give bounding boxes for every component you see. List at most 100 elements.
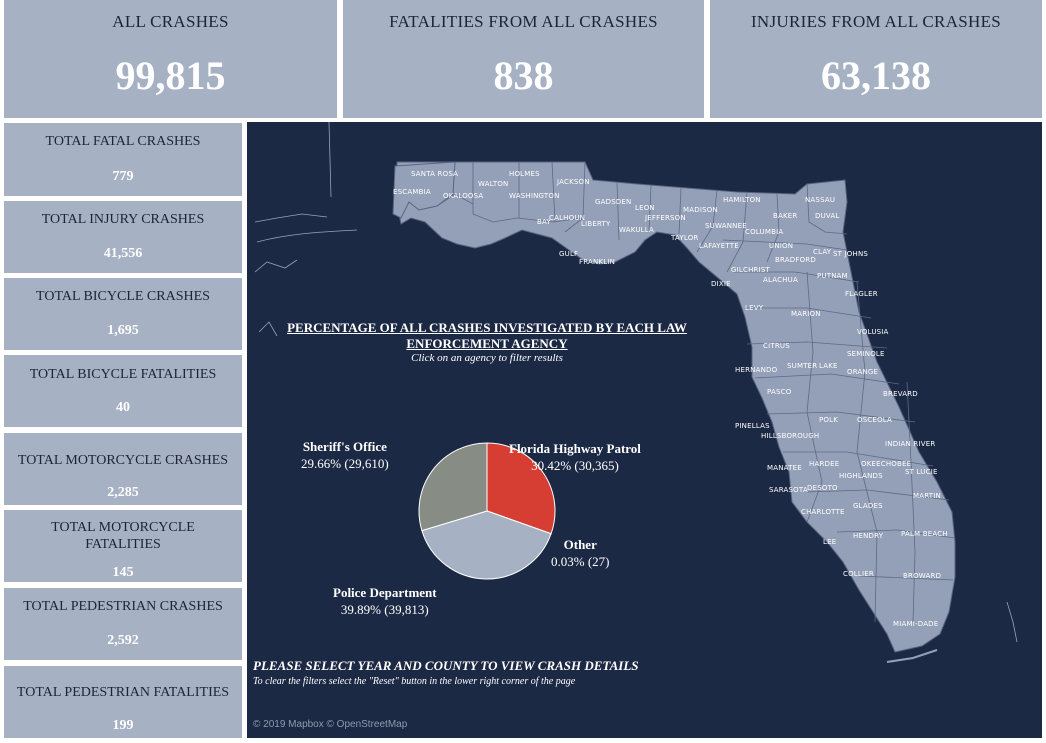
map-attribution[interactable]: © 2019 Mapbox © OpenStreetMap <box>253 719 408 730</box>
florida-shape <box>254 122 1018 663</box>
county-label-union: UNION <box>769 242 794 250</box>
county-label-okaloosa: OKALOOSA <box>443 192 484 200</box>
county-label-lafayette: LAFAYETTE <box>699 242 739 250</box>
county-label-hernando: HERNANDO <box>735 366 778 374</box>
florida-county-map[interactable]: SANTA ROSA HOLMES JACKSON WALTON OKALOOS… <box>247 122 1042 738</box>
county-label-gulf: GULF <box>559 250 579 258</box>
stat-motorcycle-crashes[interactable]: TOTAL MOTORCYCLE CRASHES 2,285 <box>4 433 242 505</box>
county-label-suwannee: SUWANNEE <box>705 222 747 230</box>
stat-value: 145 <box>112 565 134 580</box>
county-label-levy: LEVY <box>745 304 764 312</box>
county-label-lee: LEE <box>823 538 837 546</box>
stat-label: TOTAL INJURY CRASHES <box>41 212 205 227</box>
stat-label: TOTAL PEDESTRIAN FATALITIES <box>16 685 230 700</box>
reset-instruction: To clear the filters select the "Reset" … <box>253 676 576 687</box>
county-label-st-lucie: ST LUCIE <box>905 468 938 476</box>
stat-motorcycle-fatalities[interactable]: TOTAL MOTORCYCLE FATALITIES 145 <box>4 510 242 582</box>
pie-label-fhp[interactable]: Florida Highway Patrol 30.42% (30,365) <box>509 440 641 474</box>
county-label-sumter: SUMTER <box>787 362 818 370</box>
pie-label-police[interactable]: Police Department 39.89% (39,813) <box>333 584 437 618</box>
county-label-duval: DUVAL <box>815 212 840 220</box>
kpi-label: ALL CRASHES <box>112 12 229 31</box>
county-label-hardee: HARDEE <box>809 460 840 468</box>
pie-slice-sheriff-s-office[interactable] <box>418 442 488 532</box>
county-label-bay: BAY <box>537 218 551 226</box>
agency-pie-chart <box>418 442 556 580</box>
pie-label-value: 39.89% (39,813) <box>340 602 429 617</box>
county-label-jefferson: JEFFERSON <box>645 214 686 222</box>
county-label-charlotte: CHARLOTTE <box>801 508 845 516</box>
county-label-highlands: HIGHLANDS <box>839 472 883 480</box>
county-label-gilchrist: GILCHRIST <box>731 266 770 274</box>
stat-label: TOTAL BICYCLE CRASHES <box>36 289 210 304</box>
stat-value: 1,695 <box>107 323 139 338</box>
county-label-calhoun: CALHOUN <box>549 214 586 222</box>
pie-label-sheriff[interactable]: Sheriff's Office 29.66% (29,610) <box>301 438 389 472</box>
pie-subtitle: Click on an agency to filter results <box>411 352 563 364</box>
pie-slice-florida-highway-patrol[interactable] <box>486 442 556 535</box>
kpi-label: FATALITIES FROM ALL CRASHES <box>389 12 658 31</box>
pie-label-value: 30.42% (30,365) <box>531 458 619 473</box>
county-label-hillsborough: HILLSBOROUGH <box>761 432 820 440</box>
stat-value: 40 <box>116 400 130 415</box>
county-label-polk: POLK <box>819 416 839 424</box>
pie-label-name: Florida Highway Patrol <box>509 441 641 456</box>
county-label-columbia: COLUMBIA <box>745 228 784 236</box>
pie-label-name: Sheriff's Office <box>302 439 387 454</box>
county-label-glades: GLADES <box>853 502 883 510</box>
stat-injury-crashes[interactable]: TOTAL INJURY CRASHES 41,556 <box>4 201 242 273</box>
county-label-nassau: NASSAU <box>805 196 836 204</box>
county-label-liberty: LIBERTY <box>581 220 611 228</box>
kpi-fatalities[interactable]: FATALITIES FROM ALL CRASHES 838 <box>343 0 704 118</box>
stat-label: TOTAL FATAL CRASHES <box>45 134 201 149</box>
county-label-hamilton: HAMILTON <box>723 196 761 204</box>
county-label-citrus: CITRUS <box>763 342 790 350</box>
stat-value: 779 <box>112 169 134 184</box>
kpi-injuries[interactable]: INJURIES FROM ALL CRASHES 63,138 <box>710 0 1042 118</box>
county-label-st-johns: ST JOHNS <box>833 250 869 258</box>
county-label-franklin: FRANKLIN <box>579 258 616 266</box>
kpi-value: 838 <box>493 53 554 98</box>
stat-pedestrian-fatalities[interactable]: TOTAL PEDESTRIAN FATALITIES 199 <box>4 666 242 738</box>
county-label-osceola: OSCEOLA <box>857 416 893 424</box>
county-label-madison: MADISON <box>683 206 718 214</box>
stat-label: TOTAL MOTORCYCLE CRASHES <box>17 453 229 468</box>
county-label-putnam: PUTNAM <box>817 272 848 280</box>
county-label-hendry: HENDRY <box>853 532 884 540</box>
county-label-gadsden: GADSDEN <box>595 198 632 206</box>
county-label-holmes: HOLMES <box>509 170 540 178</box>
pie-slice-police-department[interactable] <box>421 510 552 580</box>
stat-label: TOTAL BICYCLE FATALITIES <box>29 367 217 382</box>
pie-title: PERCENTAGE OF ALL CRASHES INVESTIGATED B… <box>287 320 687 351</box>
pie-label-value: 0.03% (27) <box>551 554 610 569</box>
county-label-santa-rosa: SANTA ROSA <box>411 170 459 178</box>
stat-label: TOTAL PEDESTRIAN CRASHES <box>23 599 223 614</box>
stat-label: TOTAL MOTORCYCLE FATALITIES <box>51 520 195 552</box>
pie-label-name: Police Department <box>333 585 437 600</box>
county-label-broward: BROWARD <box>903 572 942 580</box>
county-label-okeechobee: OKEECHOBEE <box>861 460 912 468</box>
county-label-alachua: ALACHUA <box>763 276 798 284</box>
stat-fatal-crashes[interactable]: TOTAL FATAL CRASHES 779 <box>4 123 242 196</box>
stat-pedestrian-crashes[interactable]: TOTAL PEDESTRIAN CRASHES 2,592 <box>4 588 242 660</box>
filter-instruction: PLEASE SELECT YEAR AND COUNTY TO VIEW CR… <box>253 658 639 673</box>
stat-value: 41,556 <box>103 246 143 261</box>
county-label-volusia: VOLUSIA <box>857 328 889 336</box>
stat-value: 199 <box>112 718 134 733</box>
county-label-pinellas: PINELLAS <box>735 422 770 430</box>
stat-bicycle-crashes[interactable]: TOTAL BICYCLE CRASHES 1,695 <box>4 278 242 350</box>
county-label-escambia: ESCAMBIA <box>393 188 431 196</box>
county-label-clay: CLAY <box>813 248 832 256</box>
county-label-leon: LEON <box>635 204 655 212</box>
pie-label-name: Other <box>563 537 597 552</box>
pie-label-other[interactable]: Other 0.03% (27) <box>551 536 610 570</box>
county-label-desoto: DESOTO <box>807 484 838 492</box>
stat-value: 2,592 <box>107 633 139 648</box>
kpi-value: 99,815 <box>115 53 226 98</box>
stat-bicycle-fatalities[interactable]: TOTAL BICYCLE FATALITIES 40 <box>4 355 242 427</box>
pie-label-value: 29.66% (29,610) <box>301 456 389 471</box>
kpi-value: 63,138 <box>821 53 931 98</box>
county-label-marion: MARION <box>791 310 821 318</box>
kpi-all-crashes[interactable]: ALL CRASHES 99,815 <box>4 0 337 118</box>
county-label-seminole: SEMINOLE <box>847 350 885 358</box>
